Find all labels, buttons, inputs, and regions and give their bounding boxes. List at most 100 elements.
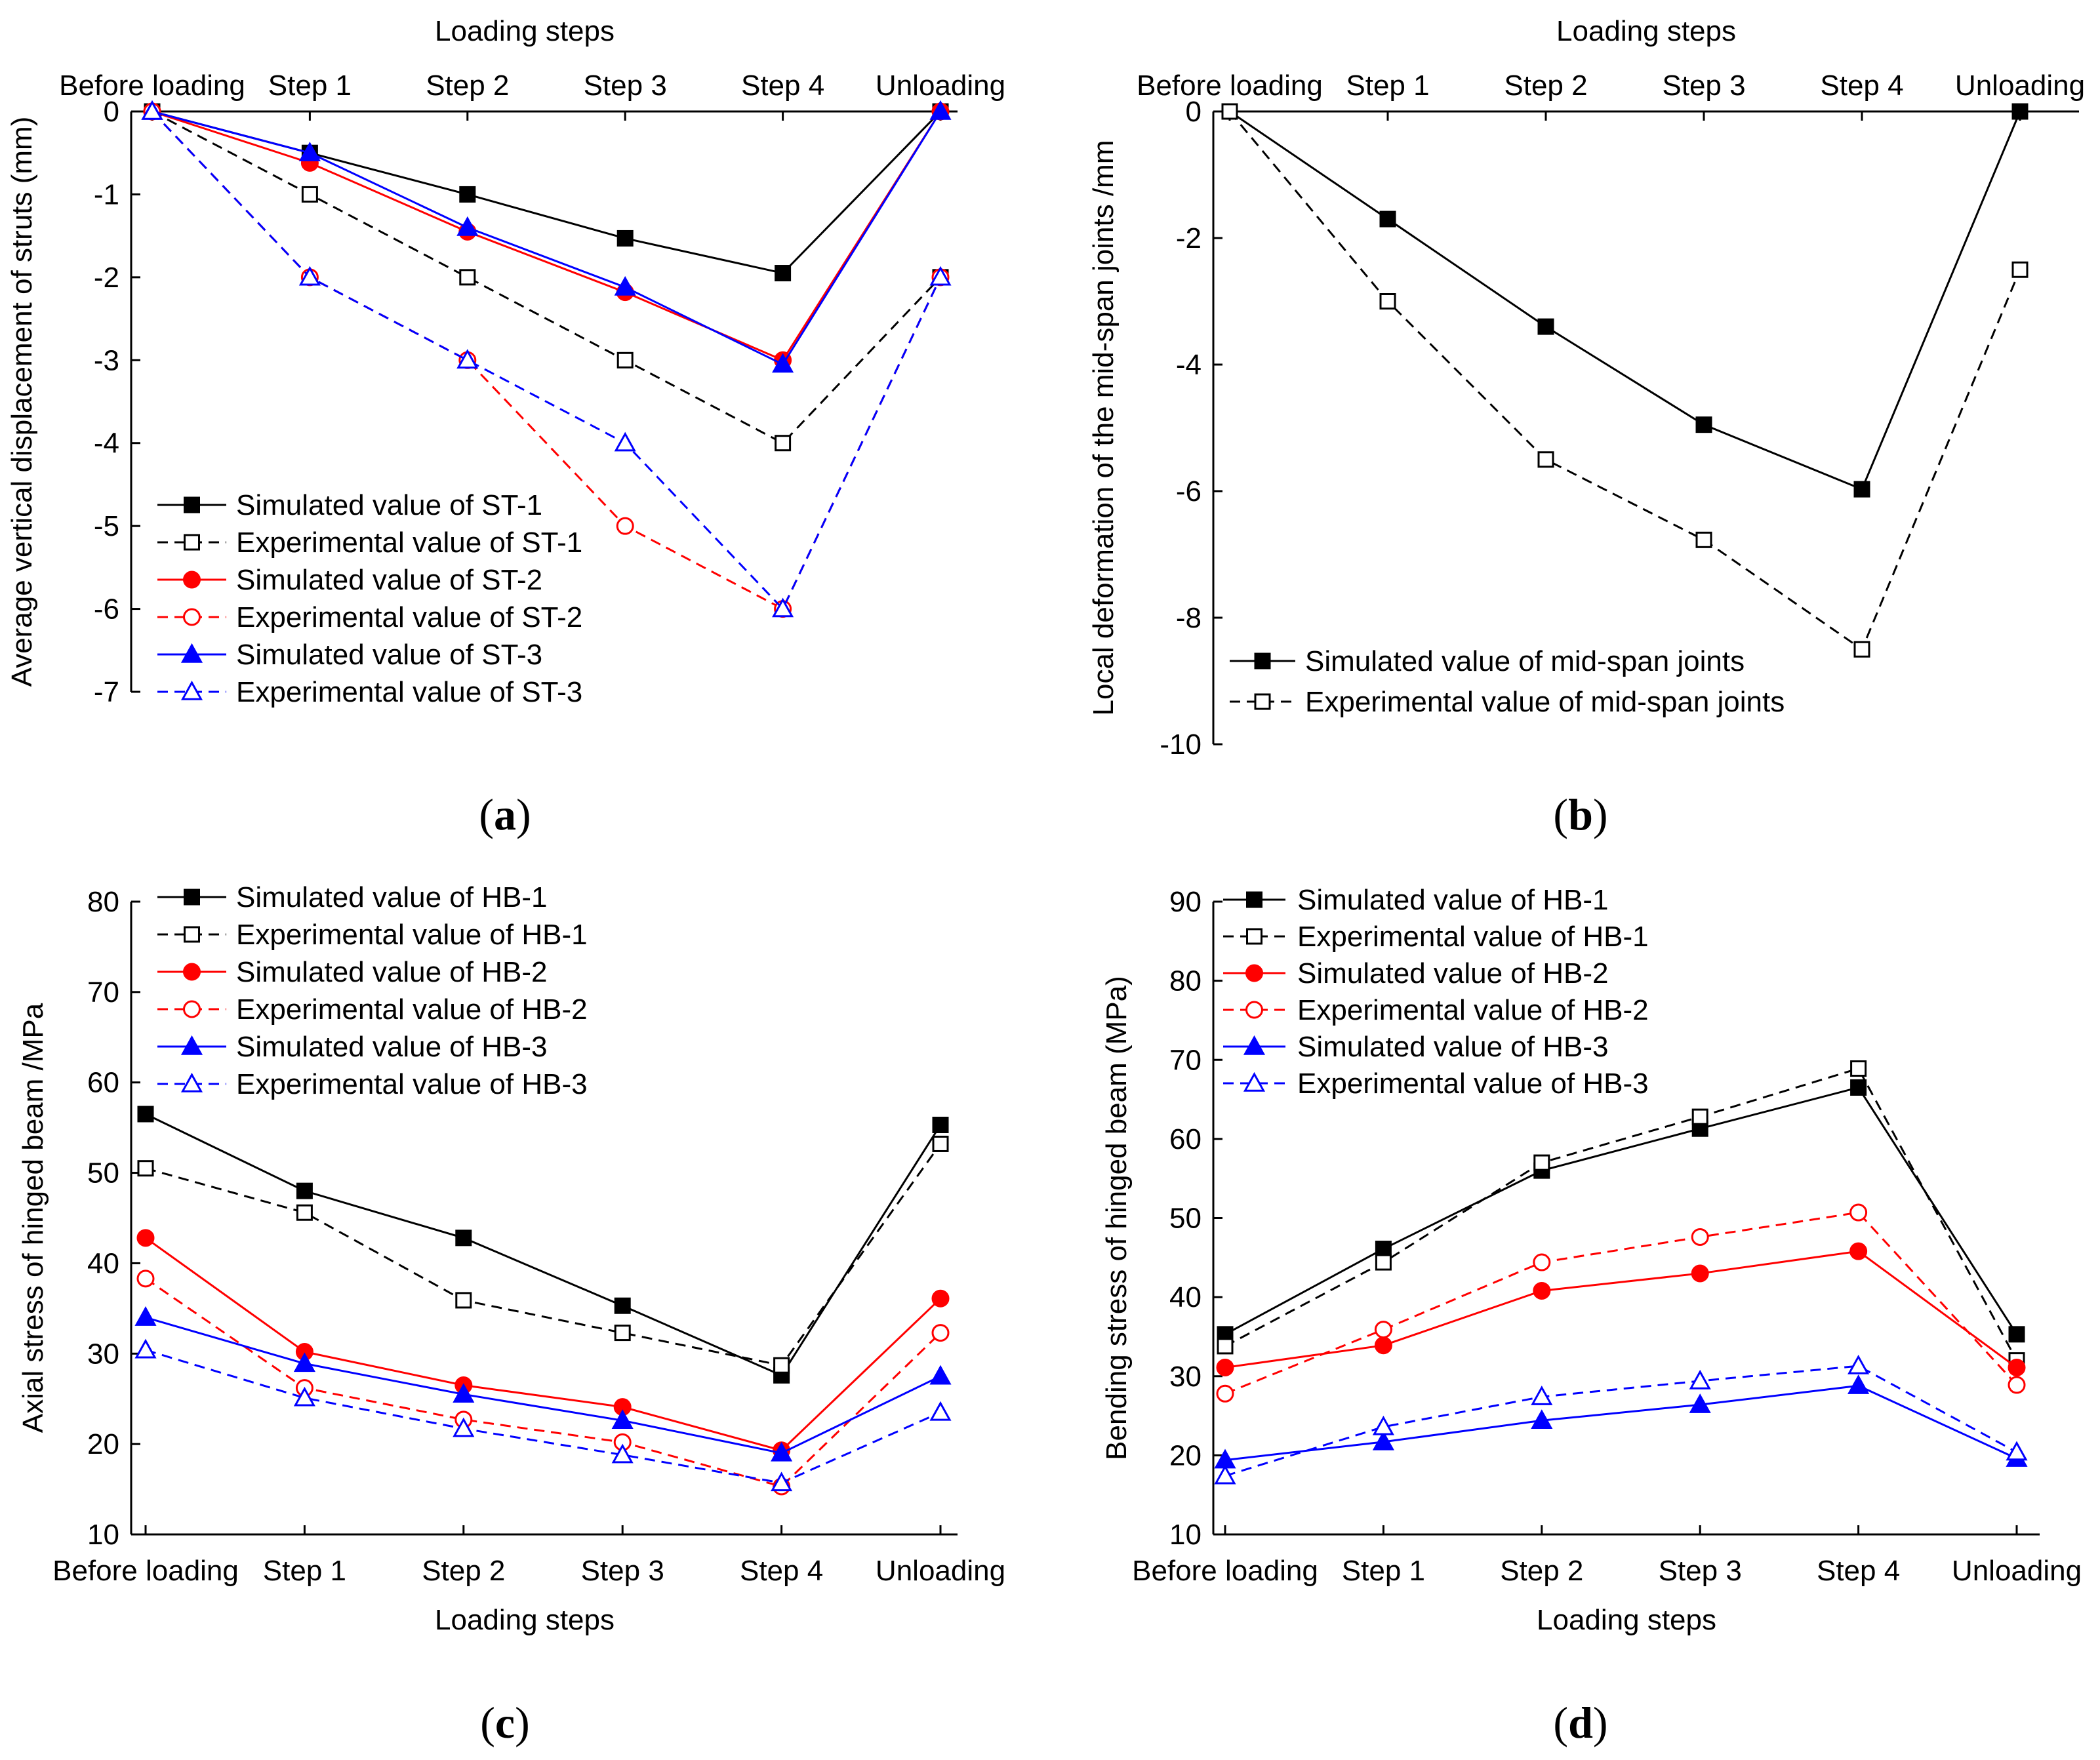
legend-marker bbox=[184, 534, 200, 551]
legend-marker bbox=[184, 889, 200, 906]
data-point bbox=[929, 1401, 952, 1421]
series-a-3 bbox=[143, 102, 950, 369]
y-tick-label: -2 bbox=[1176, 222, 1201, 254]
x-tick-label: Step 1 bbox=[263, 1555, 346, 1587]
series-line bbox=[1224, 1250, 2017, 1369]
panel-caption: (d) bbox=[1553, 1698, 1607, 1748]
data-point bbox=[459, 269, 476, 286]
y-tick-label: 30 bbox=[87, 1338, 119, 1370]
data-point bbox=[1695, 531, 1712, 548]
data-point bbox=[616, 230, 634, 247]
y-tick-label: -3 bbox=[94, 344, 119, 376]
legend-marker bbox=[180, 1072, 203, 1092]
y-tick-label: 30 bbox=[1169, 1361, 1201, 1393]
caption-letter: c bbox=[495, 1698, 515, 1748]
legend-label: Experimental value of ST-1 bbox=[236, 527, 582, 559]
x-tick-label: Step 1 bbox=[1342, 1555, 1425, 1587]
data-point bbox=[2011, 261, 2029, 278]
legend-label: Experimental value of HB-3 bbox=[1297, 1068, 1649, 1100]
panel-caption: (c) bbox=[480, 1698, 530, 1748]
legend-marker bbox=[180, 1035, 203, 1055]
data-point bbox=[298, 266, 321, 286]
y-tick-label: -5 bbox=[94, 510, 119, 542]
series-line bbox=[1224, 1211, 2018, 1395]
data-point bbox=[137, 1160, 154, 1177]
x-tick-label: Step 1 bbox=[268, 70, 352, 102]
y-tick-label: 60 bbox=[1169, 1123, 1201, 1155]
x-axis-title: Loading steps bbox=[1556, 15, 1736, 47]
y-tick-label: 20 bbox=[1169, 1439, 1201, 1471]
series-d-5 bbox=[1214, 1374, 2028, 1469]
y-tick-label: -6 bbox=[94, 593, 119, 626]
panel-caption: (a) bbox=[479, 790, 531, 839]
legend-marker bbox=[180, 680, 203, 700]
legend-marker bbox=[183, 963, 201, 981]
data-point bbox=[296, 1182, 313, 1199]
data-point bbox=[1695, 416, 1712, 433]
legend-marker bbox=[184, 926, 200, 943]
legend-label: Experimental value of ST-3 bbox=[236, 676, 582, 708]
legend-marker bbox=[183, 1000, 201, 1018]
data-point bbox=[611, 1409, 634, 1429]
data-point bbox=[1689, 1369, 1711, 1390]
data-point bbox=[1850, 1079, 1867, 1096]
y-tick-label: 90 bbox=[1169, 886, 1201, 918]
legend-label: Experimental value of HB-1 bbox=[236, 919, 588, 951]
data-point bbox=[1375, 1241, 1392, 1258]
x-tick-label: Step 2 bbox=[1504, 70, 1587, 102]
data-point bbox=[771, 1471, 793, 1492]
data-point bbox=[1849, 1203, 1868, 1222]
data-point bbox=[772, 353, 794, 373]
x-tick-label: Before loading bbox=[1132, 1555, 1318, 1587]
data-point bbox=[775, 435, 792, 452]
x-tick-label: Step 2 bbox=[422, 1555, 505, 1587]
series-line bbox=[1229, 110, 2021, 491]
data-point bbox=[136, 1270, 155, 1288]
legend-label: Experimental value of HB-1 bbox=[1297, 921, 1649, 953]
data-point bbox=[614, 1325, 631, 1342]
data-point bbox=[772, 597, 794, 618]
legend-label: Experimental value of HB-3 bbox=[236, 1068, 588, 1100]
data-point bbox=[773, 1357, 790, 1374]
series-line bbox=[1224, 1384, 2017, 1462]
data-point bbox=[1531, 1409, 1553, 1429]
legend-marker bbox=[1243, 1071, 1266, 1092]
x-tick-label: Step 2 bbox=[426, 70, 509, 102]
series-c-5 bbox=[134, 1306, 952, 1462]
series-c-6 bbox=[134, 1338, 952, 1492]
data-point bbox=[1850, 1060, 1867, 1077]
y-tick-label: -7 bbox=[94, 676, 119, 708]
x-tick-label: Step 4 bbox=[1820, 70, 1903, 102]
legend-marker bbox=[1245, 1001, 1263, 1019]
x-tick-label: Before loading bbox=[52, 1555, 239, 1587]
data-point bbox=[1691, 1108, 1708, 1125]
x-axis-title: Loading steps bbox=[435, 1604, 615, 1636]
caption-open-paren: ( bbox=[479, 790, 494, 839]
y-tick-label: 0 bbox=[104, 96, 119, 128]
series-d-2 bbox=[1217, 1060, 2025, 1369]
data-point bbox=[1374, 1321, 1392, 1339]
data-point bbox=[141, 100, 163, 120]
data-point bbox=[1531, 1386, 1553, 1405]
series-line bbox=[145, 1143, 942, 1367]
y-tick-label: -8 bbox=[1176, 602, 1201, 634]
x-tick-label: Unloading bbox=[876, 70, 1005, 102]
legend-marker bbox=[183, 570, 201, 589]
series-line bbox=[1224, 1067, 2018, 1361]
series-line bbox=[145, 1113, 942, 1377]
legend-label: Experimental value of HB-2 bbox=[1297, 994, 1649, 1026]
data-point bbox=[1374, 1336, 1392, 1355]
y-tick-label: -10 bbox=[1160, 729, 1201, 761]
legend-marker bbox=[1243, 1035, 1266, 1055]
chart-panel-b: 0 -2 -4 -6 -8 -10 Before loading Step 1 Step 2 St… bbox=[1087, 15, 2085, 839]
legend-label: Simulated value of HB-2 bbox=[1297, 957, 1608, 990]
data-point bbox=[1853, 641, 1870, 658]
caption-close-paren: ) bbox=[1593, 790, 1608, 839]
data-point bbox=[929, 266, 952, 286]
x-tick-label: Step 4 bbox=[740, 1555, 823, 1587]
data-point bbox=[614, 275, 636, 296]
data-point bbox=[296, 1204, 313, 1221]
x-tick-label: Before loading bbox=[1137, 70, 1323, 102]
series-line bbox=[151, 110, 942, 445]
